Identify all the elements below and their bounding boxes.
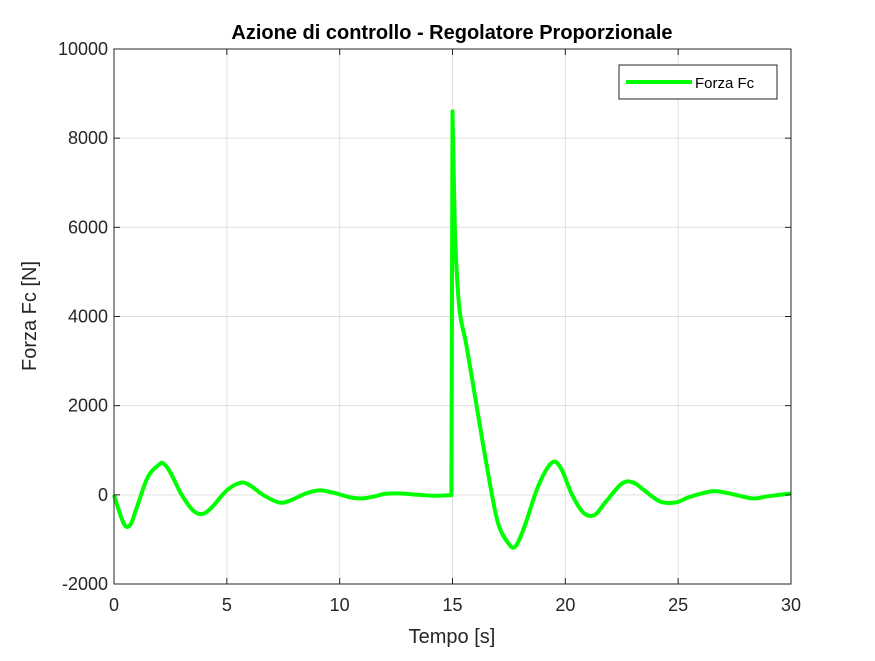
chart-title: Azione di controllo - Regolatore Proporz… <box>231 22 672 44</box>
x-axis-label: Tempo [s] <box>409 626 496 648</box>
series-lines <box>112 109 792 550</box>
x-tick-label: 15 <box>442 595 462 615</box>
y-tick-label: 4000 <box>68 307 108 327</box>
series-line-forza-fc <box>112 109 792 550</box>
x-tick-label: 30 <box>781 595 801 615</box>
y-tick-label: 8000 <box>68 128 108 148</box>
x-tick-label: 5 <box>222 595 232 615</box>
x-tick-label: 0 <box>109 595 119 615</box>
y-tick-label: 2000 <box>68 396 108 416</box>
y-axis-label: Forza Fc [N] <box>19 261 41 371</box>
y-tick-label: -2000 <box>62 574 108 594</box>
x-tick-label: 10 <box>330 595 350 615</box>
y-tick-label: 6000 <box>68 217 108 237</box>
legend-label-forza-fc: Forza Fc <box>695 75 755 92</box>
y-tick-label: 0 <box>98 485 108 505</box>
x-tick-label: 20 <box>555 595 575 615</box>
legend: Forza Fc <box>618 64 778 100</box>
x-tick-label: 25 <box>668 595 688 615</box>
y-tick-label: 10000 <box>58 39 108 59</box>
